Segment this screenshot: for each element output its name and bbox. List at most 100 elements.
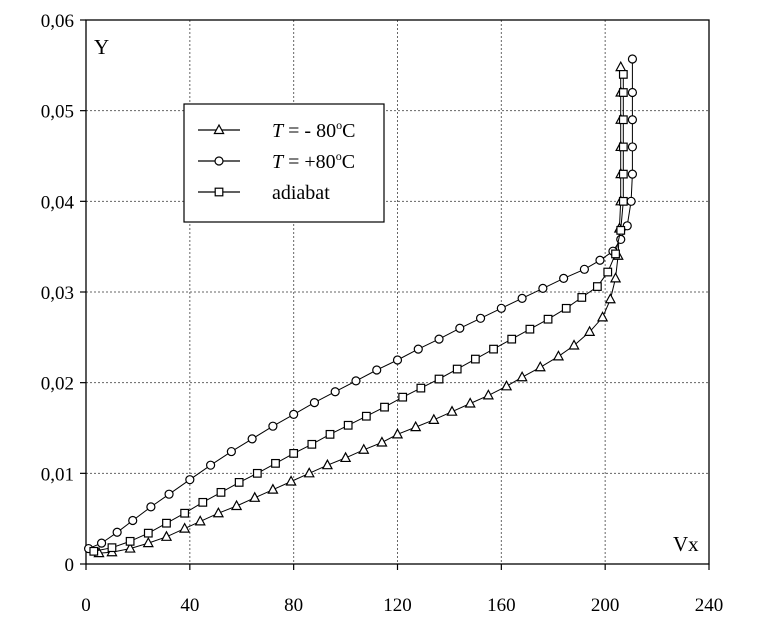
data-point: [180, 508, 190, 518]
data-point: [618, 142, 628, 152]
data-point: [339, 451, 352, 463]
data-point: [125, 536, 135, 546]
data-point: [416, 383, 426, 393]
legend: T = - 80oC T = +80oC adiabat: [183, 103, 385, 223]
data-point: [604, 292, 616, 304]
data-point: [428, 413, 440, 424]
data-point: [618, 115, 628, 125]
data-point: [309, 398, 320, 408]
y-tick-label: 0,03: [41, 283, 74, 304]
data-point: [596, 311, 609, 322]
data-point: [358, 443, 370, 454]
data-point: [376, 436, 388, 447]
data-point: [577, 293, 587, 302]
x-tick-label: 160: [487, 595, 516, 616]
data-point: [482, 389, 494, 400]
y-tick-label: 0,04: [41, 192, 75, 213]
legend-entry: adiabat: [198, 182, 330, 204]
data-point: [330, 387, 340, 397]
data-point: [413, 344, 423, 354]
data-point: [534, 360, 546, 372]
data-point: [595, 255, 605, 265]
data-point: [206, 460, 216, 470]
data-point: [289, 409, 299, 419]
data-point: [475, 313, 486, 323]
y-tick-label: 0,01: [41, 464, 74, 485]
data-point: [107, 543, 117, 553]
data-point: [179, 522, 191, 533]
data-point: [142, 536, 154, 548]
data-point: [516, 370, 528, 382]
data-point: [603, 267, 613, 277]
y-tick-label: 0,05: [41, 102, 74, 123]
data-point: [89, 546, 99, 556]
data-point: [507, 334, 517, 344]
data-point: [112, 527, 122, 537]
data-point: [543, 314, 553, 324]
x-tick-label: 120: [383, 595, 412, 616]
data-point: [568, 339, 580, 350]
series-circle: [83, 54, 638, 554]
grid-lines: [86, 20, 709, 564]
data-point: [164, 489, 174, 499]
data-point: [434, 334, 444, 344]
data-point: [455, 323, 465, 333]
data-point: [622, 221, 632, 231]
data-point: [611, 249, 620, 259]
data-point: [307, 439, 317, 449]
y-tick-label: 0,02: [41, 374, 74, 395]
y-axis-title: Y: [94, 35, 109, 59]
data-point: [392, 355, 403, 365]
data-point: [627, 87, 638, 98]
data-point: [525, 324, 535, 334]
data-point: [626, 196, 636, 206]
data-point: [618, 88, 628, 97]
data-point: [559, 273, 569, 283]
data-point: [552, 350, 565, 361]
data-point: [268, 421, 278, 431]
data-point: [162, 518, 171, 528]
data-point: [627, 115, 638, 125]
data-series: [83, 54, 638, 558]
data-point: [627, 54, 638, 64]
legend-marker: [213, 123, 225, 135]
data-point: [234, 478, 244, 487]
data-point: [124, 542, 136, 553]
data-point: [343, 420, 353, 430]
x-tick-label: 0: [81, 595, 91, 616]
legend-label: adiabat: [272, 182, 330, 204]
data-point: [96, 538, 107, 548]
series-square: [89, 69, 628, 556]
y-tick-label: 0: [65, 555, 75, 576]
x-axis-title: Vx: [673, 532, 699, 556]
data-point: [618, 169, 628, 179]
data-point: [303, 467, 315, 478]
x-tick-label: 200: [591, 595, 620, 616]
data-point: [212, 506, 224, 518]
data-point: [452, 364, 462, 374]
data-point: [160, 530, 173, 541]
data-point: [583, 325, 596, 336]
data-point: [325, 429, 335, 439]
data-point: [609, 272, 622, 283]
data-point: [194, 515, 206, 526]
legend-marker: [214, 187, 224, 197]
data-point: [470, 354, 480, 364]
data-point: [351, 376, 361, 386]
data-point: [185, 475, 195, 485]
data-point: [372, 365, 382, 375]
data-point: [361, 411, 371, 421]
x-tick-label: 240: [695, 595, 724, 616]
x-tick-label: 40: [180, 595, 199, 616]
data-point: [198, 497, 208, 507]
data-point: [398, 392, 408, 402]
data-point: [496, 303, 506, 313]
data-point: [618, 196, 628, 206]
data-point: [391, 428, 404, 439]
data-point: [289, 448, 299, 458]
y-tick-label: 0,06: [41, 11, 74, 32]
x-tick-label: 80: [284, 595, 303, 616]
data-point: [446, 405, 458, 416]
data-point: [247, 434, 257, 444]
